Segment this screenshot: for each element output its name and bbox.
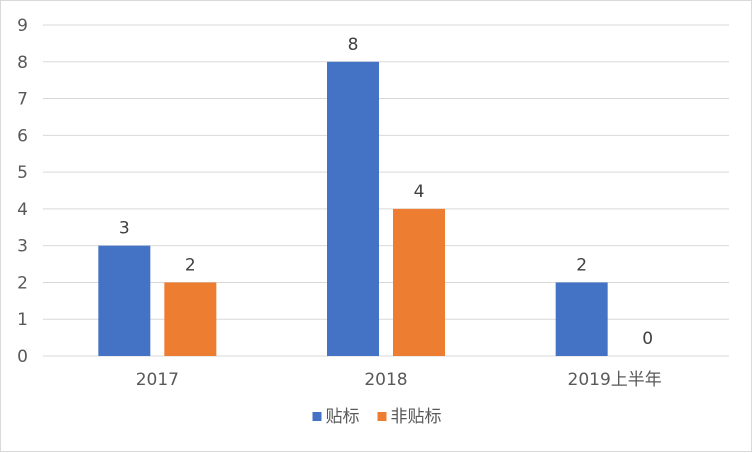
legend-label: 贴标 [326, 407, 360, 427]
y-tick-label: 2 [17, 273, 28, 293]
bar-feitiebiao [393, 208, 445, 356]
legend-swatch [312, 412, 322, 421]
y-tick-label: 4 [17, 200, 28, 220]
data-label: 4 [414, 182, 425, 202]
legend-swatch [377, 412, 387, 421]
bar-feitiebiao [164, 282, 217, 356]
data-label: 2 [185, 255, 196, 275]
y-tick-label: 6 [17, 126, 28, 146]
y-tick-label: 8 [17, 53, 28, 73]
y-tick-label: 0 [17, 347, 28, 367]
x-tick-label: 2017 [136, 370, 179, 390]
y-tick-label: 1 [17, 310, 28, 330]
legend-label: 非贴标 [391, 407, 442, 427]
bar-tiebiao [327, 61, 379, 357]
data-label: 0 [642, 329, 653, 349]
y-tick-label: 5 [17, 163, 28, 183]
y-tick-label: 7 [17, 90, 28, 110]
x-tick-label: 2018 [364, 370, 407, 390]
y-tick-label: 3 [17, 237, 28, 257]
data-label: 2 [576, 255, 587, 275]
data-label: 8 [348, 35, 359, 55]
y-tick-label: 9 [17, 16, 28, 36]
x-tick-label: 2019上半年 [568, 370, 662, 390]
data-label: 3 [119, 219, 130, 239]
bar-tiebiao [555, 282, 608, 356]
bar-tiebiao [98, 245, 151, 356]
